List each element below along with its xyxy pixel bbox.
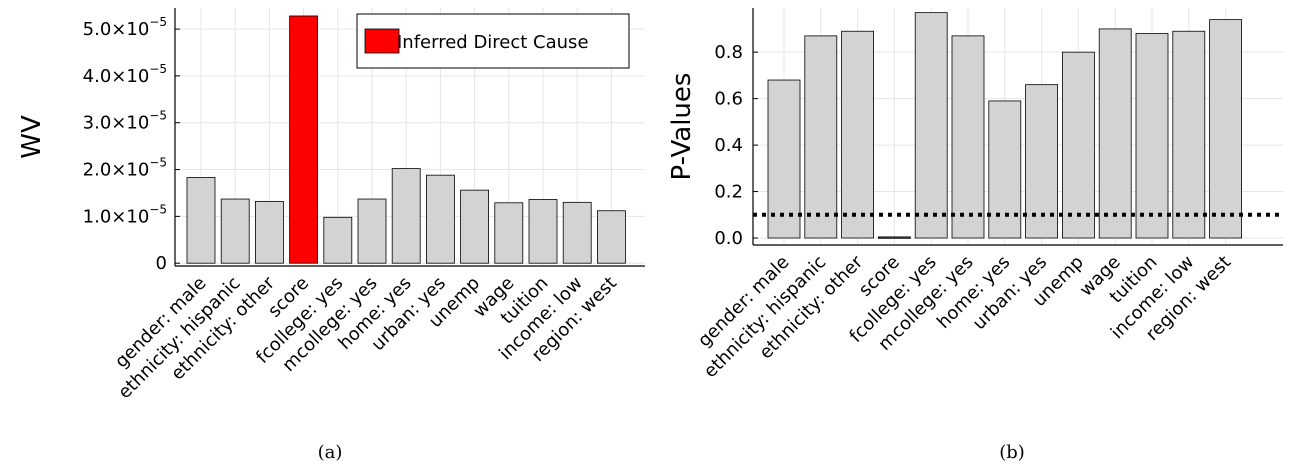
bar (914, 12, 948, 239)
y-tick-label: 2.0×10−5 (83, 156, 167, 181)
bar (1209, 19, 1242, 239)
panel-caption: (b) (999, 442, 1025, 463)
bar (841, 30, 874, 239)
y-tick-label: 0.8 (714, 42, 743, 63)
panel-a-chart: 0 1.0×10−5 2.0×10−5 3.0×10−5 4.0×10−5 5.0×10−… (17, 8, 645, 463)
y-tick-exponent: −5 (149, 15, 167, 29)
bar (460, 189, 490, 264)
y-axis-title: P-Values (667, 73, 697, 181)
y-tick-exponent: −5 (149, 62, 167, 76)
panel-caption: (a) (318, 442, 343, 463)
bar (425, 174, 455, 264)
legend-swatch (364, 28, 400, 54)
legend-box (356, 13, 630, 69)
bar (186, 177, 216, 264)
y-tick-label: 0.4 (714, 135, 743, 156)
bar (494, 202, 524, 264)
bar (1025, 84, 1058, 239)
y-axis-title: WV (17, 115, 47, 159)
bar (988, 100, 1022, 239)
bar (254, 200, 284, 264)
bar (562, 201, 592, 264)
y-tick-label: 4.0×10−5 (83, 62, 167, 87)
y-tick-label: 0 (156, 253, 167, 274)
y-tick-label: 0.2 (714, 182, 743, 203)
y-tick-label: 5.0×10−5 (83, 15, 167, 40)
y-tick-exponent: −5 (149, 156, 167, 170)
y-tick-exponent: −5 (149, 202, 167, 216)
bar (951, 35, 985, 239)
bar-highlight (878, 236, 911, 239)
bar (1062, 51, 1095, 239)
y-tick-label: 1.0×10−5 (83, 202, 167, 227)
y-tick-label: 3.0×10−5 (83, 109, 167, 134)
bar (528, 199, 558, 264)
y-tick-label: 0.0 (714, 228, 743, 249)
y-tick-label: 0.6 (714, 89, 743, 110)
bar (391, 168, 421, 264)
bar (1172, 30, 1206, 239)
bar (767, 79, 801, 239)
bar (220, 198, 250, 264)
y-tick-exponent: −5 (149, 109, 167, 123)
bar (597, 210, 626, 264)
bar-highlight (289, 15, 319, 264)
bar (1098, 28, 1132, 239)
bar (357, 198, 387, 264)
bar (323, 216, 353, 264)
legend: Inferred Direct Cause (356, 13, 630, 69)
bar (1135, 33, 1169, 239)
bar (804, 35, 838, 239)
legend-label: Inferred Direct Cause (397, 32, 589, 53)
